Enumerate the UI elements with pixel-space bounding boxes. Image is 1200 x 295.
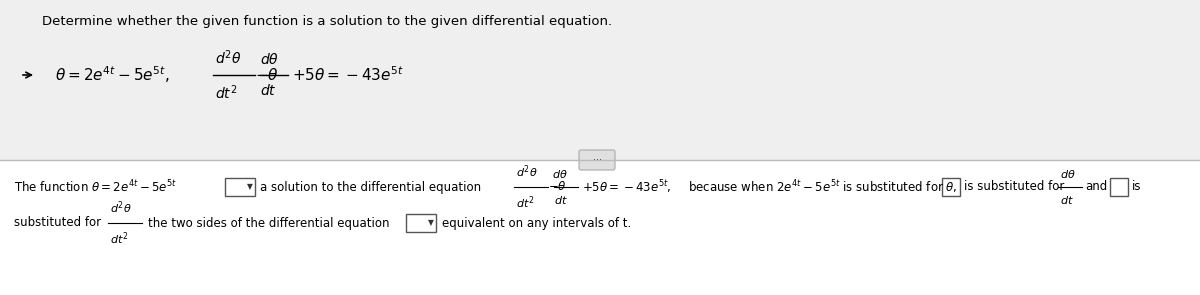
Text: $d^2\theta$: $d^2\theta$ xyxy=(215,48,241,67)
FancyBboxPatch shape xyxy=(226,178,256,196)
Text: $- \theta$: $- \theta$ xyxy=(256,67,278,83)
Text: $dt^2$: $dt^2$ xyxy=(516,194,534,211)
Text: $dt^2$: $dt^2$ xyxy=(215,83,238,101)
Text: Determine whether the given function is a solution to the given differential equ: Determine whether the given function is … xyxy=(42,15,612,28)
Text: and: and xyxy=(1085,181,1108,194)
Bar xyxy=(0,0,1200,160)
FancyBboxPatch shape xyxy=(1110,178,1128,196)
Text: is: is xyxy=(1132,181,1141,194)
Text: $dt$: $dt$ xyxy=(554,194,568,206)
Text: because when $2e^{4t} - 5e^{5t}$ is substituted for $\theta,$: because when $2e^{4t} - 5e^{5t}$ is subs… xyxy=(688,178,958,196)
FancyBboxPatch shape xyxy=(942,178,960,196)
FancyBboxPatch shape xyxy=(406,214,436,232)
Text: $d\theta$: $d\theta$ xyxy=(552,168,568,180)
Text: ▼: ▼ xyxy=(247,183,253,191)
Bar xyxy=(0,160,1200,295)
Text: $d^2\theta$: $d^2\theta$ xyxy=(516,163,538,180)
Text: $+ 5\theta = -43e^{5t},$: $+ 5\theta = -43e^{5t},$ xyxy=(582,178,672,196)
Text: $dt$: $dt$ xyxy=(260,83,277,98)
Text: $+ 5\theta = -43e^{5t}$: $+ 5\theta = -43e^{5t}$ xyxy=(292,66,404,84)
Text: substituted for: substituted for xyxy=(14,217,101,230)
Text: $\theta = 2e^{4t} - 5e^{5t},$: $\theta = 2e^{4t} - 5e^{5t},$ xyxy=(55,65,169,85)
Text: $d\theta$: $d\theta$ xyxy=(260,52,280,67)
Text: $dt^2$: $dt^2$ xyxy=(110,230,128,247)
Text: $-\theta$: $-\theta$ xyxy=(548,181,566,194)
Text: ···: ··· xyxy=(593,155,601,165)
Text: ▼: ▼ xyxy=(428,219,434,227)
Text: $d^2\theta$: $d^2\theta$ xyxy=(110,199,132,216)
Text: equivalent on any intervals of t.: equivalent on any intervals of t. xyxy=(442,217,631,230)
Text: the two sides of the differential equation: the two sides of the differential equati… xyxy=(148,217,390,230)
Text: The function $\theta = 2e^{4t} - 5e^{5t}$: The function $\theta = 2e^{4t} - 5e^{5t}… xyxy=(14,179,178,195)
Text: a solution to the differential equation: a solution to the differential equation xyxy=(260,181,481,194)
Text: $dt$: $dt$ xyxy=(1060,194,1074,206)
FancyBboxPatch shape xyxy=(580,150,616,170)
Text: is substituted for: is substituted for xyxy=(964,181,1064,194)
Text: $d\theta$: $d\theta$ xyxy=(1060,168,1075,180)
